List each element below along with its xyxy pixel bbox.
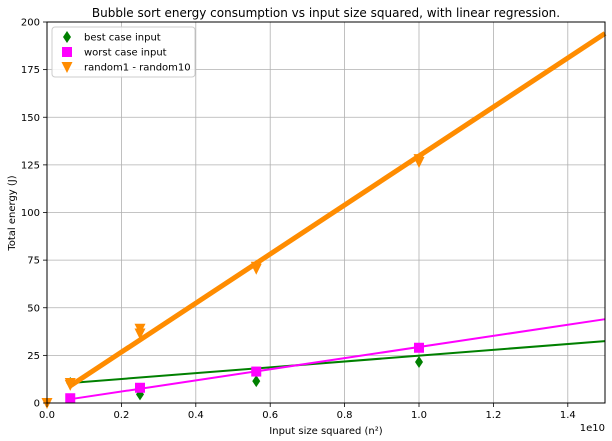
data-point-2 xyxy=(413,154,425,166)
x-tick-label: 0.2 xyxy=(113,410,129,421)
x-tick-label: 0.6 xyxy=(262,410,278,421)
y-tick-label: 175 xyxy=(21,65,40,76)
y-tick-label: 50 xyxy=(27,303,40,314)
data-point-0 xyxy=(415,356,423,369)
data-point-2 xyxy=(64,377,76,389)
x-axis-offset-text: 1e10 xyxy=(580,423,605,434)
chart-title: Bubble sort energy consumption vs input … xyxy=(92,6,560,20)
data-point-1 xyxy=(251,366,262,377)
y-tick-label: 150 xyxy=(21,113,40,124)
legend-label-2: random1 - random10 xyxy=(84,63,191,74)
y-tick-label: 25 xyxy=(27,351,40,362)
y-tick-label: 200 xyxy=(21,18,40,29)
y-tick-label: 125 xyxy=(21,160,40,171)
x-tick-label: 1.4 xyxy=(560,410,576,421)
data-point-2 xyxy=(250,261,262,273)
y-tick-label: 75 xyxy=(27,256,40,267)
x-tick-label: 1.2 xyxy=(485,410,501,421)
y-axis-label: Total energy (J) xyxy=(7,175,18,251)
x-axis-ticks: 0.0 0.2 0.4 0.6 0.8 1.0 1.2 1.4 xyxy=(39,403,576,421)
legend-marker-0 xyxy=(63,31,71,43)
regression-lines xyxy=(68,31,607,401)
y-tick-label: 100 xyxy=(21,208,40,219)
x-tick-label: 0.4 xyxy=(188,410,204,421)
regression-line-1 xyxy=(70,318,606,401)
x-tick-label: 0.8 xyxy=(337,410,353,421)
x-tick-label: 1.0 xyxy=(411,410,427,421)
data-point-1 xyxy=(135,382,145,393)
data-point-1 xyxy=(414,342,424,353)
legend-marker-2 xyxy=(61,62,73,73)
x-axis-label: Input size squared (n²) xyxy=(269,426,382,437)
y-axis-ticks: 0 25 50 75 100 125 150 175 200 xyxy=(21,18,47,410)
chart-legend: best case input worst case input random1 -… xyxy=(51,26,196,78)
data-point-1 xyxy=(65,393,76,404)
legend-label-1: worst case input xyxy=(84,48,167,59)
data-point-2 xyxy=(134,323,146,335)
legend-box xyxy=(51,26,196,78)
legend-marker-1 xyxy=(62,47,72,57)
data-point-0 xyxy=(252,375,261,388)
regression-line-0 xyxy=(70,340,606,384)
y-tick-label: 0 xyxy=(34,399,40,410)
legend-label-0: best case input xyxy=(84,33,161,44)
regression-line-2 xyxy=(68,31,607,388)
x-tick-label: 0.0 xyxy=(39,410,55,421)
